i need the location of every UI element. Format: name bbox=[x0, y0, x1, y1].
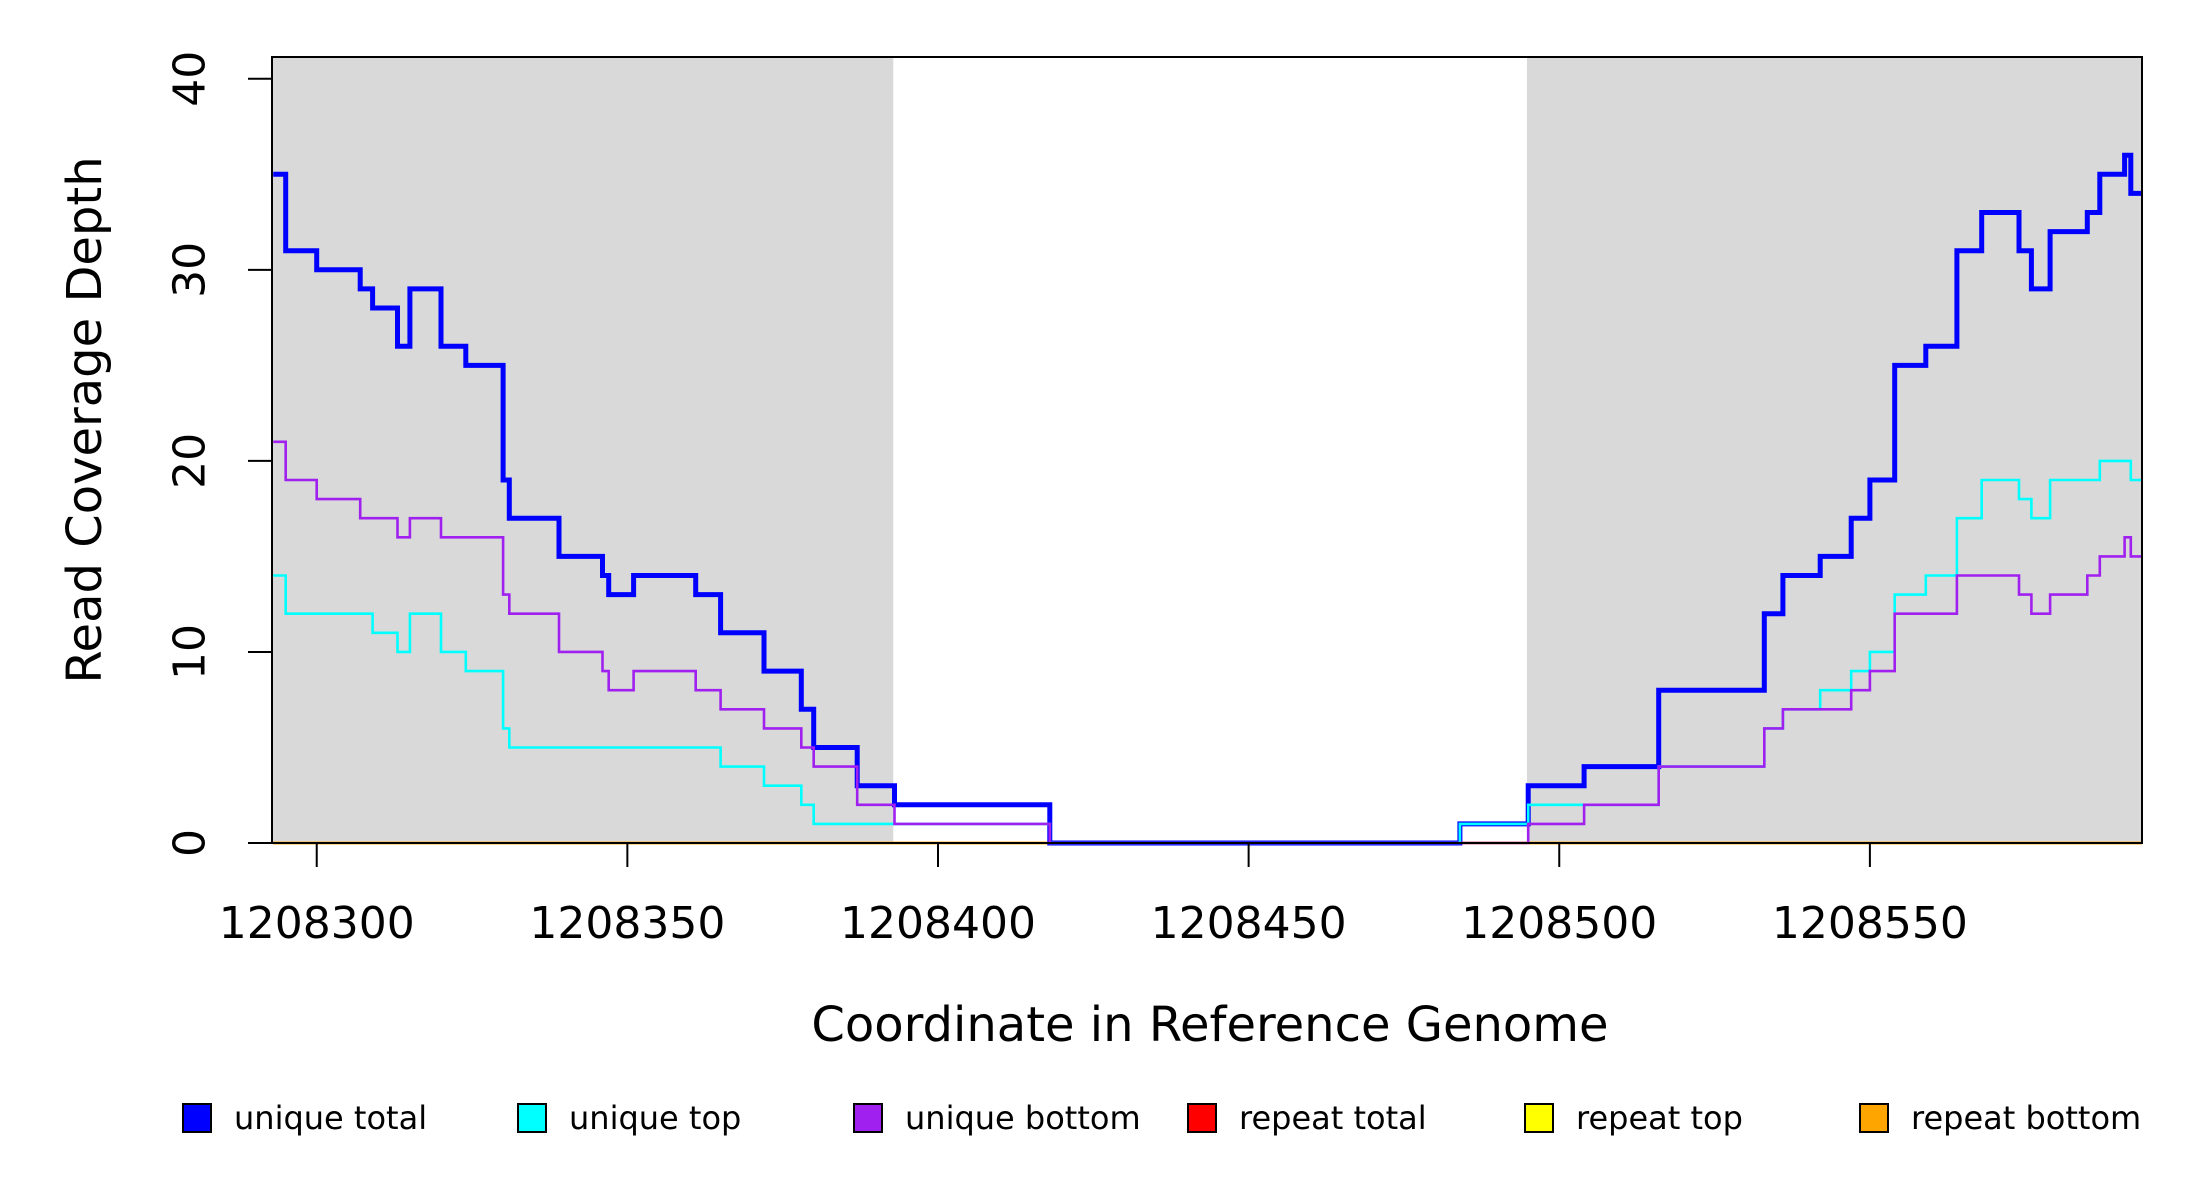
shaded-region bbox=[272, 57, 894, 843]
legend-label-unique-total: unique total bbox=[234, 1099, 428, 1137]
legend-item-unique-total: unique total bbox=[182, 1101, 427, 1135]
legend-item-repeat-top: repeat top bbox=[1524, 1101, 1743, 1135]
legend-label-repeat-bottom: repeat bottom bbox=[1911, 1099, 2142, 1137]
legend-item-unique-bottom: unique bottom bbox=[853, 1101, 1141, 1135]
legend-item-repeat-bottom: repeat bottom bbox=[1859, 1101, 2141, 1135]
y-tick-label: 10 bbox=[165, 624, 216, 680]
series-line-unique-bottom bbox=[273, 440, 2142, 845]
x-tick-label: 1208400 bbox=[840, 898, 1036, 949]
shaded-region bbox=[1526, 57, 2142, 843]
legend-swatch-repeat-top bbox=[1524, 1103, 1554, 1133]
y-axis-title: Read Coverage Depth bbox=[57, 156, 113, 684]
legend-item-unique-top: unique top bbox=[517, 1101, 741, 1135]
y-tick-label: 30 bbox=[165, 242, 216, 298]
legend-swatch-unique-total bbox=[182, 1103, 212, 1133]
x-tick-label: 1208450 bbox=[1151, 898, 1347, 949]
x-axis-title: Coordinate in Reference Genome bbox=[811, 997, 1609, 1053]
legend-swatch-repeat-bottom bbox=[1859, 1103, 1889, 1133]
x-tick-label: 1208550 bbox=[1772, 898, 1968, 949]
legend-label-unique-top: unique top bbox=[569, 1099, 742, 1137]
x-tick-label: 1208350 bbox=[529, 898, 725, 949]
series-line-unique-total bbox=[273, 152, 2142, 846]
x-tick-label: 1208300 bbox=[219, 898, 415, 949]
legend-swatch-repeat-total bbox=[1187, 1103, 1217, 1133]
y-tick-label: 20 bbox=[165, 433, 216, 489]
y-tick-label: 40 bbox=[165, 51, 216, 107]
legend-item-repeat-total: repeat total bbox=[1187, 1101, 1427, 1135]
legend-label-repeat-total: repeat total bbox=[1239, 1099, 1427, 1137]
legend-swatch-unique-top bbox=[517, 1103, 547, 1133]
legend-label-repeat-top: repeat top bbox=[1576, 1099, 1743, 1137]
x-tick-label: 1208500 bbox=[1461, 898, 1657, 949]
legend-swatch-unique-bottom bbox=[853, 1103, 883, 1133]
y-tick-label: 0 bbox=[165, 829, 216, 857]
legend-label-unique-bottom: unique bottom bbox=[905, 1099, 1141, 1137]
plot-border bbox=[271, 56, 2143, 844]
